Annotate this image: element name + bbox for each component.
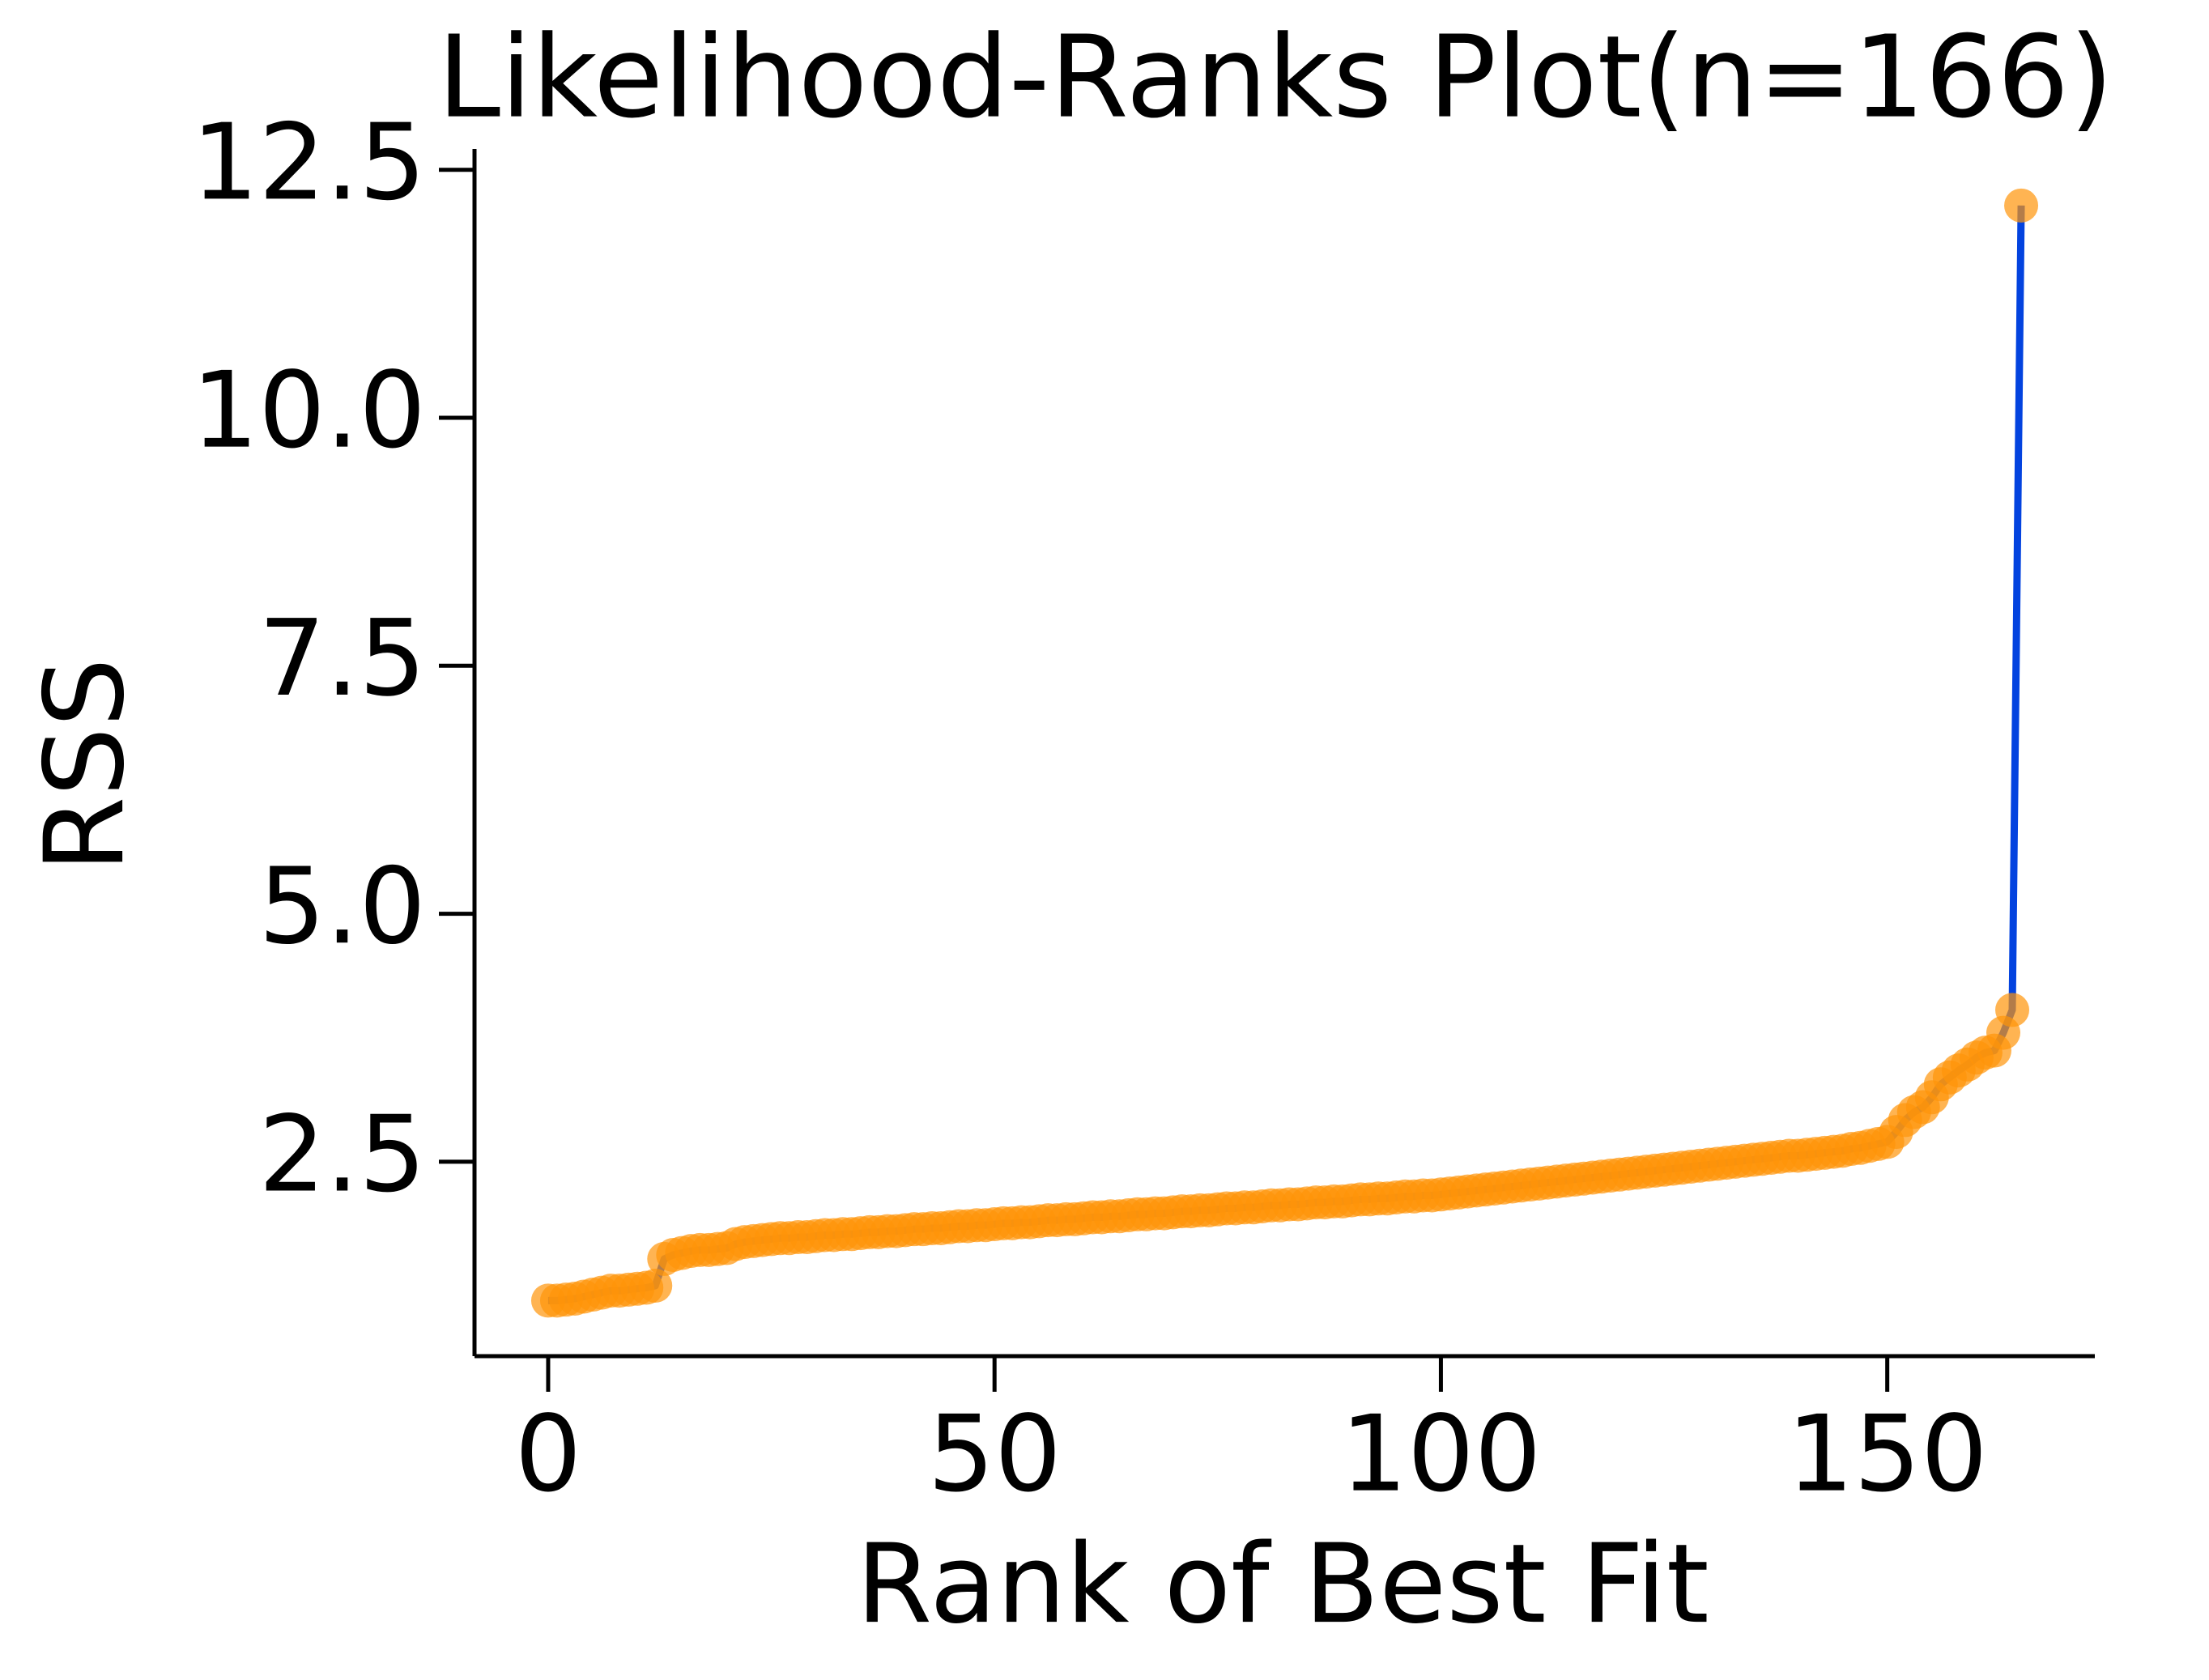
x-tick-label: 150 (1787, 1393, 1988, 1516)
data-point (1995, 993, 2030, 1027)
chart-title: Likelihood-Ranks Plot(n=166) (437, 12, 2113, 144)
x-tick-label: 100 (1340, 1393, 1541, 1516)
x-tick-label: 0 (515, 1393, 582, 1516)
x-axis-label: Rank of Best Fit (856, 1521, 1709, 1648)
y-tick-label: 10.0 (192, 349, 426, 472)
y-tick-label: 5.0 (258, 844, 426, 968)
y-tick-label: 7.5 (258, 597, 426, 720)
data-point (2004, 188, 2039, 223)
y-axis-label: RSS (21, 657, 148, 872)
data-line (547, 205, 2025, 1304)
y-tick-label: 12.5 (192, 100, 426, 223)
x-tick-label: 50 (927, 1393, 1061, 1516)
y-tick-label: 2.5 (258, 1093, 426, 1216)
data-point (638, 1269, 673, 1304)
